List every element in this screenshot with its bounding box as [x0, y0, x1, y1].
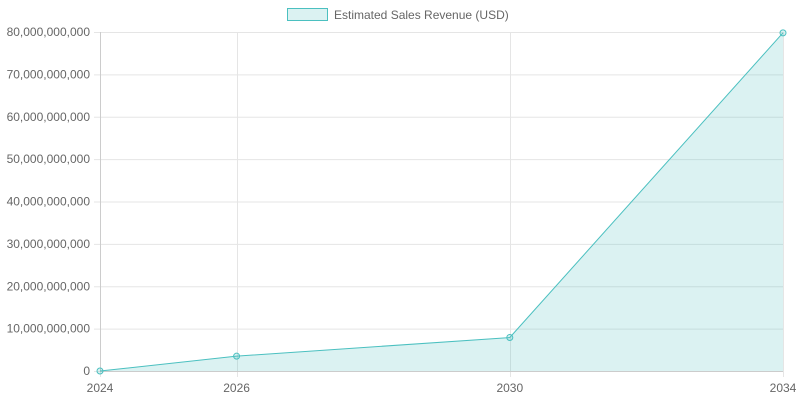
legend-swatch[interactable] [287, 8, 328, 21]
x-tick-label: 2030 [496, 381, 523, 395]
y-tick-label: 50,000,000,000 [7, 152, 91, 166]
legend-label[interactable]: Estimated Sales Revenue (USD) [334, 8, 509, 22]
x-tick-label: 2024 [87, 381, 114, 395]
grid-lines [94, 32, 784, 377]
x-tick-label: 2026 [223, 381, 250, 395]
series-line [99, 32, 784, 372]
legend[interactable]: Estimated Sales Revenue (USD) [287, 8, 509, 22]
y-tick-label: 0 [83, 364, 90, 378]
data-point[interactable] [233, 352, 241, 360]
series-layer [96, 29, 787, 375]
x-tick-label: 2034 [770, 381, 797, 395]
y-tick-label: 40,000,000,000 [7, 195, 91, 209]
y-tick-label: 60,000,000,000 [7, 110, 91, 124]
y-tick-label: 10,000,000,000 [7, 322, 91, 336]
data-point[interactable] [779, 29, 787, 37]
axes [100, 32, 783, 372]
y-tick-label: 30,000,000,000 [7, 237, 91, 251]
y-tick-label: 70,000,000,000 [7, 67, 91, 81]
series-area-fill [100, 32, 783, 371]
data-point[interactable] [96, 367, 104, 375]
data-point[interactable] [506, 334, 514, 342]
tick-labels: 0 10,000,000,000 20,000,000,000 30,000,000,… [7, 25, 797, 395]
y-tick-label: 20,000,000,000 [7, 279, 91, 293]
y-tick-label: 80,000,000,000 [7, 25, 91, 39]
